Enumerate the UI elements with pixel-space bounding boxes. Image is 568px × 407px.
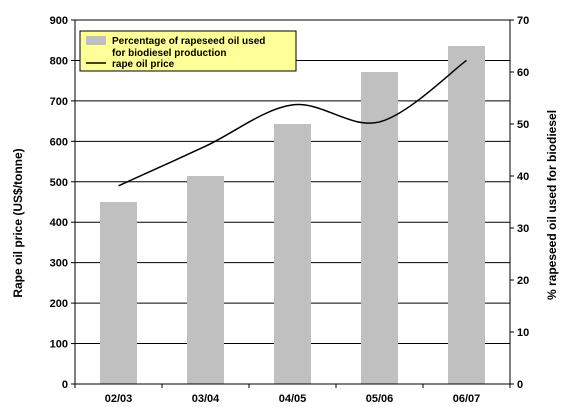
- left-tick-label: 200: [50, 298, 68, 310]
- legend-swatch-bar: [86, 36, 106, 45]
- left-tick-label: 700: [50, 96, 68, 108]
- legend-label-bar-line1: Percentage of rapeseed oil used: [112, 36, 265, 47]
- bar-03-04: [187, 176, 224, 384]
- x-tick-label: 05/06: [366, 393, 394, 405]
- right-tick-label: 70: [517, 15, 529, 27]
- y-axis-title-left: Rape oil price (US$/tonne): [11, 148, 25, 297]
- y-axis-title-right: % rapeseed oil used for biodiesel: [545, 110, 559, 300]
- left-tick-label: 600: [50, 136, 68, 148]
- x-tick-label: 04/05: [279, 393, 307, 405]
- x-tick-label: 06/07: [453, 393, 481, 405]
- axes: [74, 20, 511, 385]
- right-tick-label: 0: [517, 379, 523, 391]
- left-tick-label: 900: [50, 15, 68, 27]
- right-tick-label: 50: [517, 119, 529, 131]
- left-tick-label: 400: [50, 217, 68, 229]
- right-tick-label: 60: [517, 67, 529, 79]
- right-tick-label: 20: [517, 275, 529, 287]
- bar-series: [100, 46, 485, 384]
- legend-box: [79, 30, 297, 72]
- right-tick-label: 10: [517, 327, 529, 339]
- left-tick-label: 300: [50, 258, 68, 270]
- legend-label-bar-line2: for biodiesel production: [112, 48, 226, 59]
- legend-label-line: rape oil price: [112, 59, 175, 70]
- left-tick-label: 800: [50, 55, 68, 67]
- right-axis-ticks: 0 10 20 30 40 50 60 70: [510, 15, 529, 391]
- left-tick-label: 100: [50, 339, 68, 351]
- left-tick-label: 0: [62, 379, 68, 391]
- x-axis-ticks: 02/03 03/04 04/05 05/06 06/07: [74, 384, 511, 405]
- bar-04-05: [274, 124, 311, 384]
- right-tick-label: 40: [517, 171, 529, 183]
- left-axis-ticks: 0 100 200 300 400 500 600 700 800 900: [50, 15, 75, 391]
- bar-02-03: [100, 202, 137, 384]
- bar-05-06: [361, 72, 398, 384]
- rape-oil-price-line: [118, 59, 467, 187]
- left-tick-label: 500: [50, 177, 68, 189]
- x-tick-label: 03/04: [192, 393, 220, 405]
- right-tick-label: 30: [517, 223, 529, 235]
- line-series: [118, 59, 467, 187]
- x-tick-label: 02/03: [105, 393, 133, 405]
- legend: Percentage of rapeseed oil used for biod…: [79, 30, 297, 72]
- bar-06-07: [448, 46, 485, 384]
